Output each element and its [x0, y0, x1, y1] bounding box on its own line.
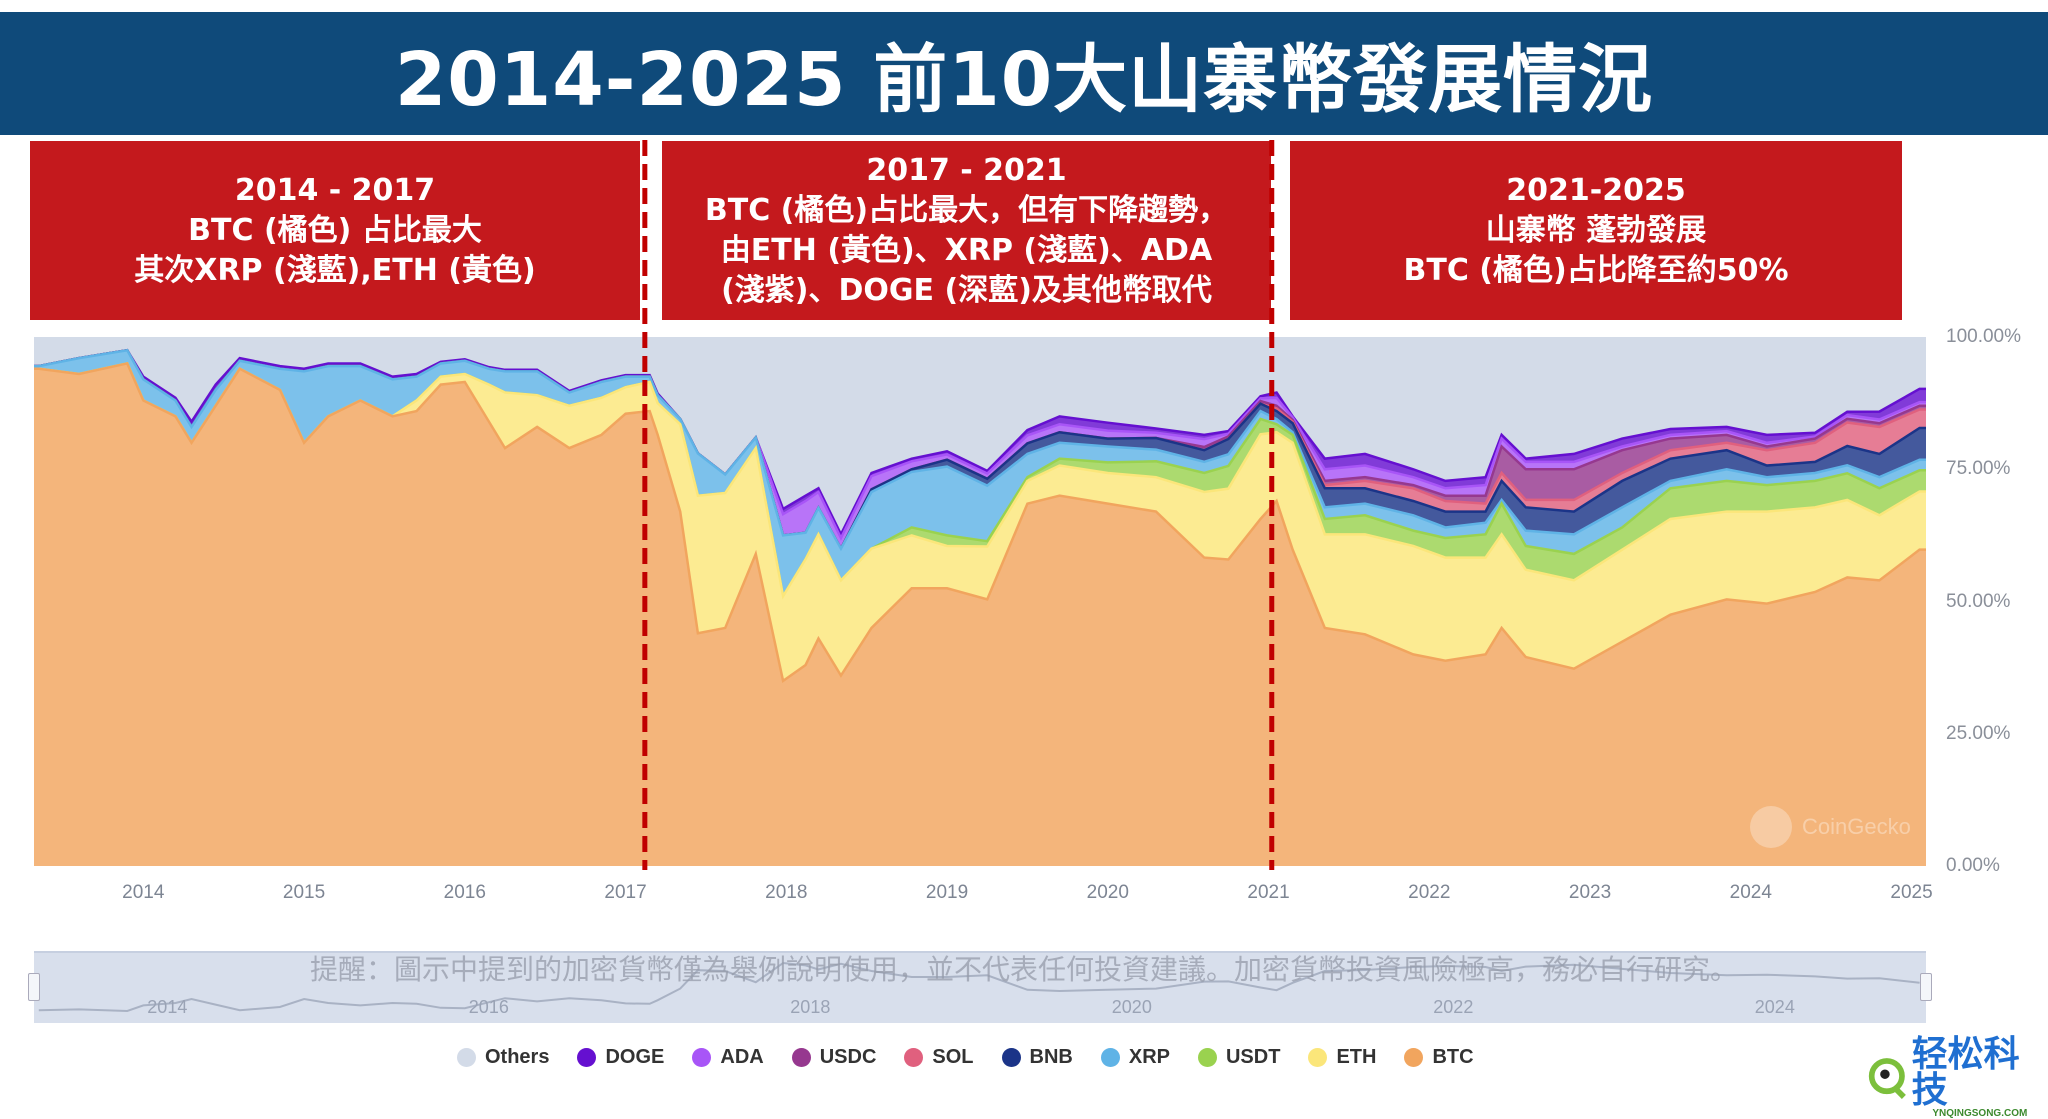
legend-label: XRP — [1128, 1046, 1170, 1068]
coingecko-logo-icon — [1750, 806, 1792, 848]
period-markers — [642, 140, 1275, 870]
x-tick-label: 2021 — [1247, 882, 1290, 903]
legend-item-usdt[interactable]: USDT — [1197, 1046, 1281, 1069]
legend-dot-icon — [1001, 1048, 1021, 1067]
legend-item-usdc[interactable]: USDC — [791, 1046, 877, 1069]
y-tick-label: 75.00% — [1946, 458, 2011, 480]
navigator-line-svg — [38, 961, 1920, 1013]
period-box-2014-2017: 2014 - 2017 BTC (橘色) 占比最大 其次XRP (淺藍),ETH… — [30, 141, 640, 320]
legend-dot-icon — [457, 1048, 476, 1067]
coingecko-watermark: CoinGecko — [1750, 806, 1911, 848]
navigator-year-label: 2018 — [790, 997, 831, 1017]
legend-item-btc[interactable]: BTC — [1404, 1046, 1474, 1069]
legend-label: USDC — [819, 1046, 877, 1068]
legend-dot-icon — [904, 1048, 924, 1067]
box-line: 2014 - 2017 — [234, 172, 436, 208]
logo-eye-icon — [1868, 1057, 1906, 1099]
range-navigator[interactable]: 2014 2016 2018 2020 2022 2024 — [28, 951, 1932, 1023]
logo: 轻松科技 YNQINGSONG.COM — [1866, 1036, 2048, 1119]
x-tick-label: 2023 — [1568, 882, 1612, 903]
area-layers — [34, 337, 1926, 867]
legend-dot-icon — [1100, 1048, 1120, 1067]
box-line: BTC (橘色)占比降至約50% — [1403, 252, 1789, 288]
period-box-2021-2025: 2021-2025 山寨幣 蓬勃發展 BTC (橘色)占比降至約50% — [1290, 141, 1902, 320]
legend-dot-icon — [791, 1048, 811, 1067]
navigator-year-label: 2014 — [147, 997, 188, 1017]
navigator-year-label: 2022 — [1433, 997, 1474, 1017]
box-line: 2021-2025 — [1506, 172, 1686, 208]
legend-label: BTC — [1432, 1046, 1474, 1068]
legend-dot-icon — [692, 1048, 712, 1067]
line-doge — [34, 348, 1926, 538]
dominance-chart — [34, 140, 1926, 870]
line-btc — [34, 362, 1926, 683]
box-line: BTC (橘色) 占比最大 — [188, 212, 482, 248]
y-tick-label: 50.00% — [1946, 590, 2011, 612]
navigator-right-handle[interactable] — [1920, 973, 1932, 1001]
legend-item-bnb[interactable]: BNB — [1001, 1046, 1073, 1069]
navigator-left-handle[interactable] — [28, 973, 40, 1001]
x-tick-label: 2015 — [282, 882, 326, 903]
legend-dot-icon — [1308, 1048, 1328, 1067]
legend-label: Others — [485, 1046, 550, 1068]
navigator-year-label: 2016 — [468, 997, 509, 1017]
legend-item-eth[interactable]: ETH — [1308, 1046, 1376, 1069]
box-line: (淺紫)、DOGE (深藍)及其他幣取代 — [721, 272, 1212, 308]
x-tick-label: 2016 — [443, 882, 486, 903]
box-line: 由ETH (黃色)、XRP (淺藍)、ADA — [720, 232, 1213, 268]
x-tick-label: 2025 — [1890, 882, 1933, 903]
legend-item-doge[interactable]: DOGE — [577, 1046, 664, 1069]
box-line: 2017 - 2021 — [866, 152, 1067, 188]
legend-item-sol[interactable]: SOL — [904, 1046, 974, 1069]
navigator-year-label: 2020 — [1111, 997, 1152, 1017]
legend-label: BNB — [1029, 1046, 1073, 1068]
x-tick-label: 2020 — [1086, 882, 1129, 903]
x-tick-label: 2019 — [925, 882, 969, 903]
legend-label: SOL — [932, 1046, 974, 1068]
page-title: 2014-2025 前10大山寨幣發展情況 — [394, 37, 1654, 123]
y-tick-label: 0.00% — [1946, 855, 2000, 876]
legend-item-xrp[interactable]: XRP — [1100, 1046, 1170, 1069]
legend-label: ADA — [720, 1046, 764, 1068]
legend-dot-icon — [1197, 1048, 1217, 1067]
logo-text: 轻松科技 — [1911, 1033, 2020, 1110]
title-bar: 2014-2025 前10大山寨幣發展情況 — [0, 12, 2048, 135]
y-tick-label: 25.00% — [1946, 722, 2011, 744]
x-tick-label: 2018 — [765, 882, 808, 903]
watermark-text: CoinGecko — [1802, 814, 1911, 839]
disclaimer-text: 提醒：圖示中提到的加密貨幣僅為舉例說明使用，並不代表任何投資建議。加密貨幣投資風… — [309, 954, 1738, 985]
line-xrp — [34, 348, 1926, 552]
period-box-2017-2021: 2017 - 2021 BTC (橘色)占比最大，但有下降趨勢， 由ETH (黃… — [662, 141, 1271, 320]
box-line: 山寨幣 蓬勃發展 — [1485, 212, 1707, 248]
legend-label: USDT — [1225, 1046, 1281, 1068]
legend-item-ada[interactable]: ADA — [692, 1046, 764, 1069]
navigator-line — [38, 961, 1920, 1013]
x-tick-label: 2022 — [1408, 882, 1451, 903]
y-tick-label: 100.00% — [1946, 326, 2022, 347]
box-line: BTC (橘色)占比最大，但有下降趨勢， — [704, 192, 1229, 228]
box-line: 其次XRP (淺藍),ETH (黃色) — [134, 252, 536, 288]
x-tick-label: 2014 — [122, 882, 165, 903]
legend-label: ETH — [1336, 1046, 1377, 1068]
legend: Others DOGE ADA USDC SOL BNB XRP USDT ETH BTC — [457, 1046, 1474, 1069]
area-btc — [34, 363, 1926, 866]
legend-item-others[interactable]: Others — [457, 1046, 549, 1069]
legend-dot-icon — [1404, 1048, 1424, 1067]
legend-label: DOGE — [605, 1046, 665, 1068]
legend-dot-icon — [577, 1048, 597, 1067]
navigator-year-label: 2024 — [1754, 997, 1795, 1017]
logo-subtext: YNQINGSONG.COM — [1932, 1108, 2028, 1119]
x-tick-label: 2024 — [1729, 882, 1772, 903]
x-tick-label: 2017 — [604, 882, 647, 903]
